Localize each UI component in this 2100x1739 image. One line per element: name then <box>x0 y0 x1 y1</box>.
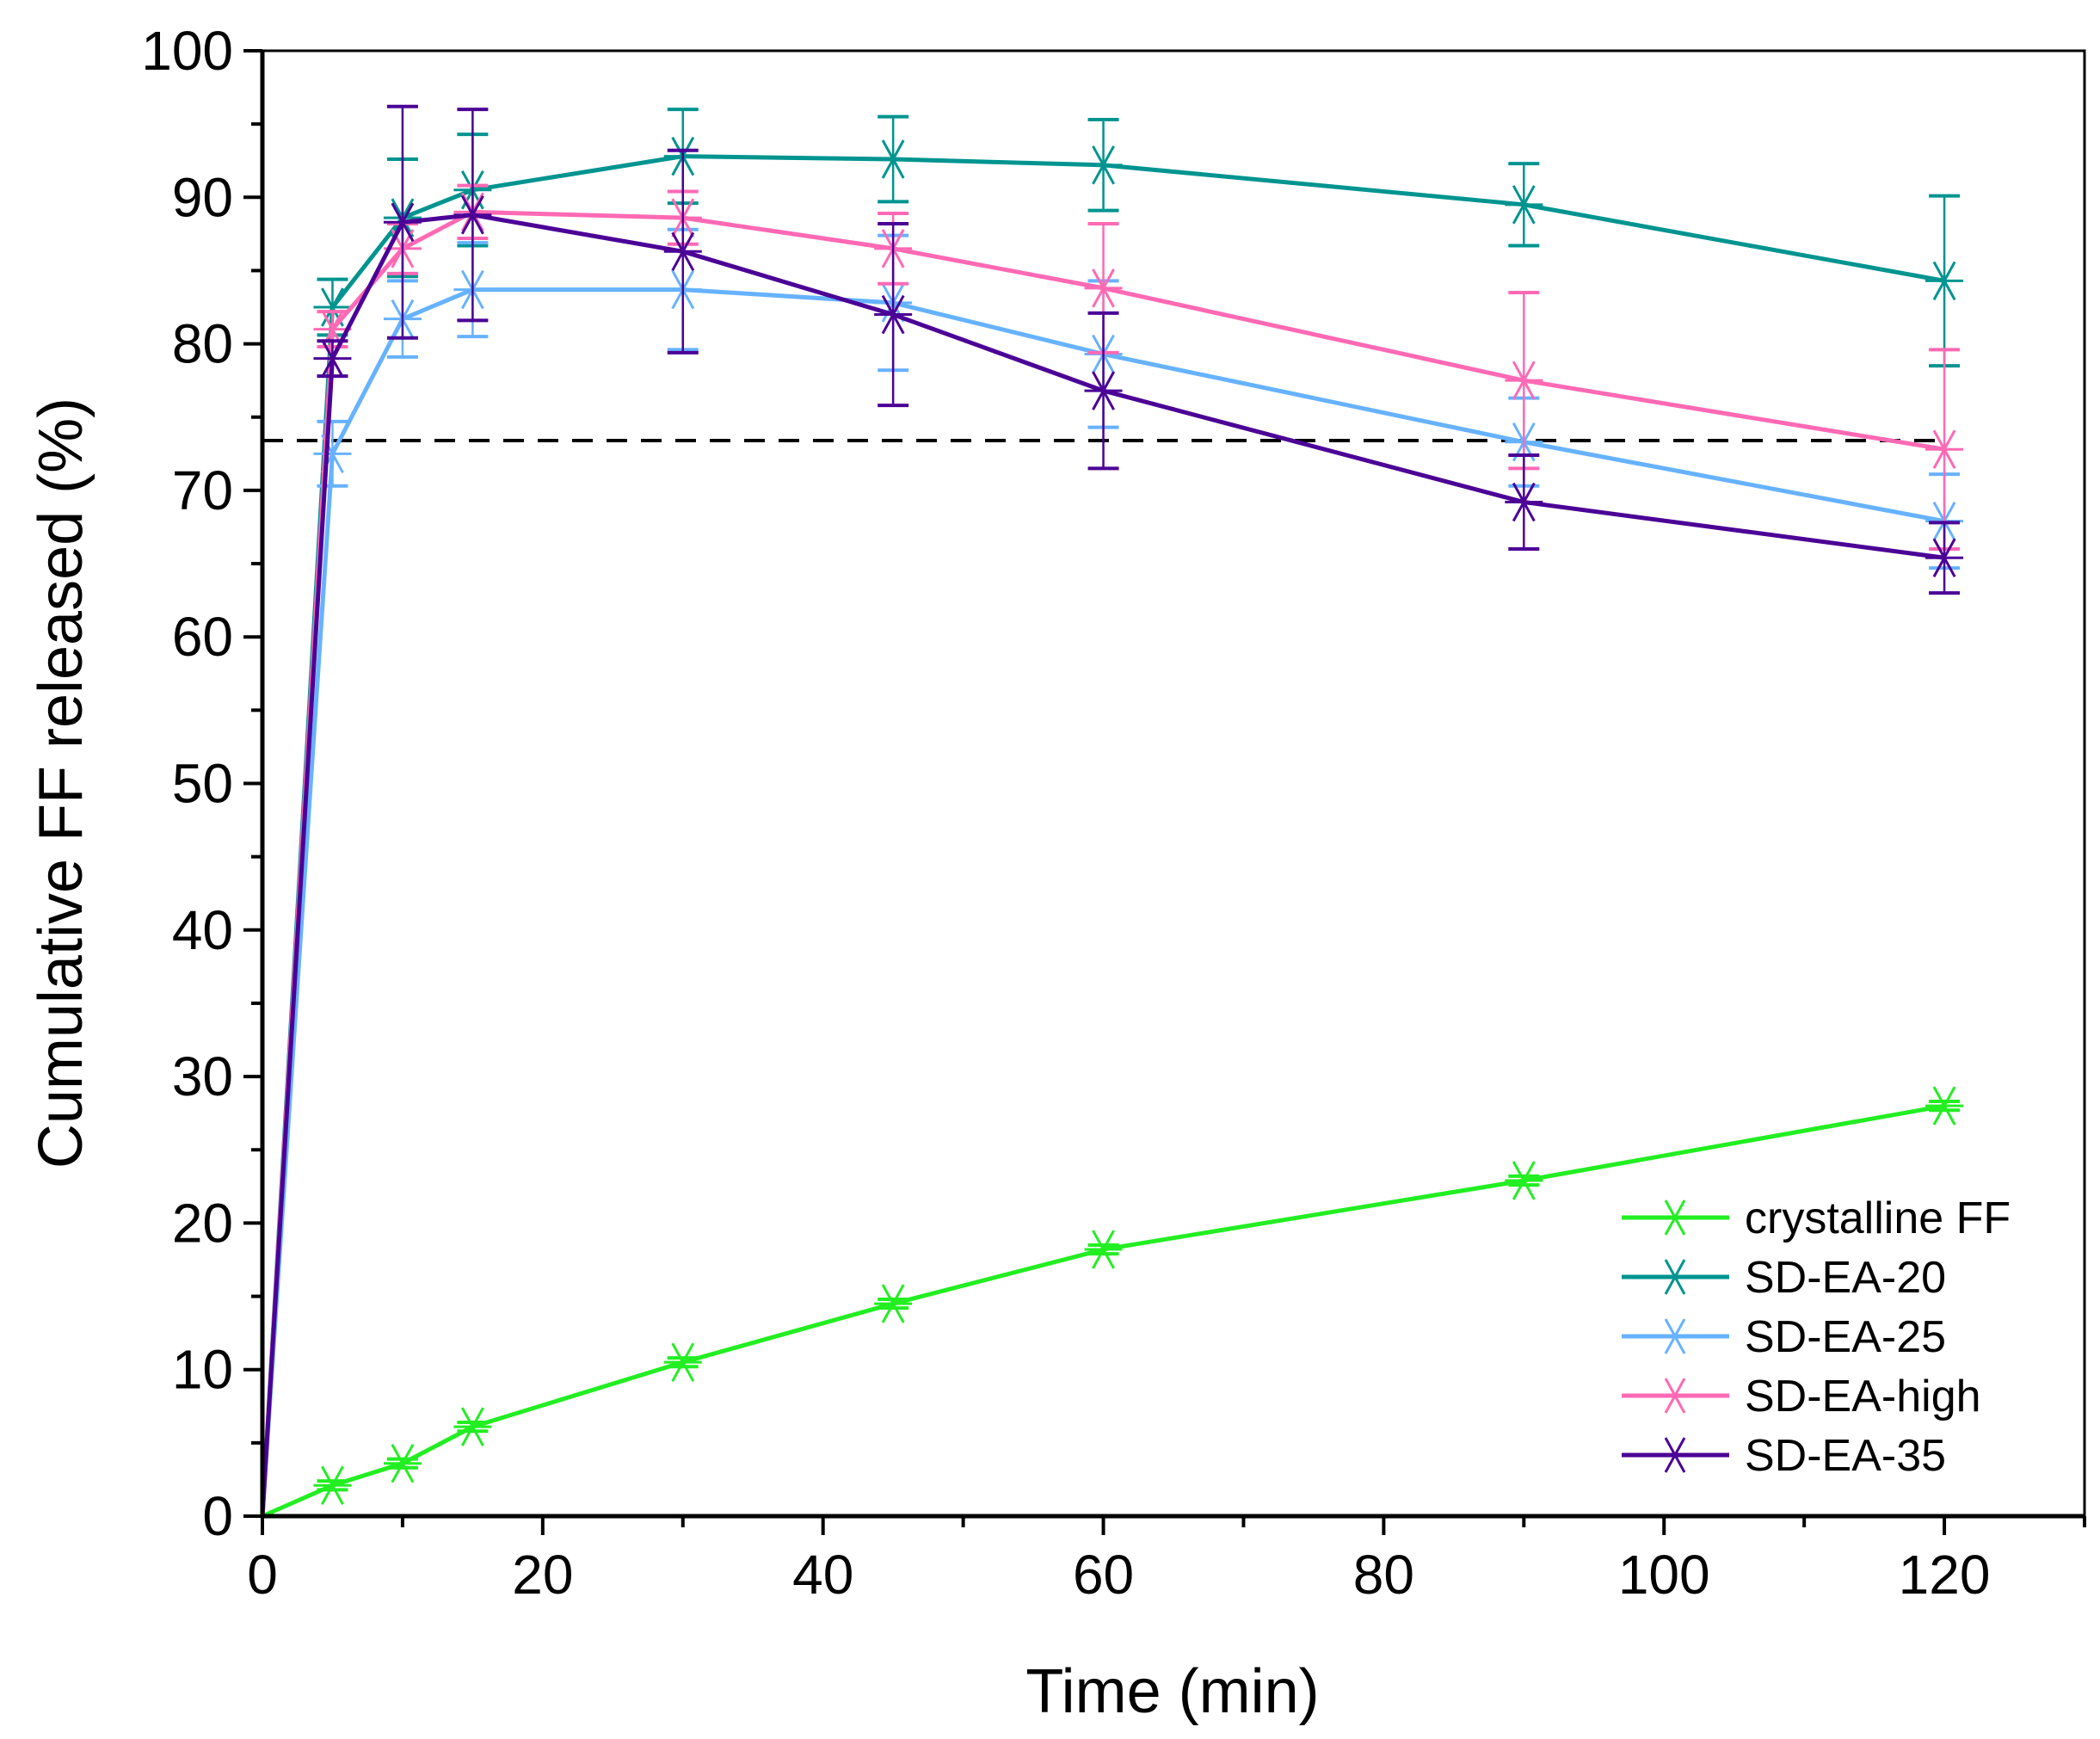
marker-stroke <box>1664 1259 1686 1295</box>
series-sd-ea-25 <box>260 227 1964 1517</box>
y-tick-label: 30 <box>172 1045 233 1107</box>
y-tick-label: 50 <box>172 753 233 815</box>
legend-label: crystalline FF <box>1745 1193 2011 1243</box>
marker-stroke <box>321 287 344 327</box>
x-tick-label: 120 <box>1899 1544 1991 1606</box>
marker-stroke <box>460 195 484 235</box>
legend-marker <box>1658 1199 1692 1236</box>
marker-stroke <box>1092 268 1115 308</box>
data-point <box>663 231 702 272</box>
data-point <box>1505 361 1543 400</box>
data-point <box>313 1465 352 1505</box>
x-tick-label: 100 <box>1618 1544 1710 1606</box>
marker-stroke <box>460 1407 484 1446</box>
data-point <box>874 139 913 179</box>
data-point <box>1084 1230 1123 1269</box>
marker-stroke <box>391 202 415 242</box>
y-tick-label: 90 <box>172 166 233 228</box>
data-point <box>453 195 492 235</box>
y-tick-label: 80 <box>172 313 233 375</box>
data-point <box>1084 371 1123 410</box>
data-point <box>383 202 422 242</box>
legend-marker <box>1658 1378 1692 1414</box>
x-tick-label: 0 <box>247 1544 278 1606</box>
marker-stroke <box>1512 1161 1536 1200</box>
x-tick-label: 60 <box>1073 1544 1134 1606</box>
x-tick-label: 20 <box>512 1544 573 1606</box>
data-point <box>1084 145 1123 185</box>
marker-stroke <box>1664 1318 1686 1354</box>
series-line <box>260 287 1945 1517</box>
marker-stroke <box>1932 1086 1956 1125</box>
marker-stroke <box>1512 482 1536 522</box>
data-point <box>1925 1086 1964 1125</box>
marker-stroke <box>671 231 695 272</box>
data-point <box>1925 429 1964 469</box>
x-axis-label: Time (min) <box>1025 1657 1319 1726</box>
marker-stroke <box>671 1342 695 1382</box>
legend-marker <box>1658 1259 1692 1295</box>
marker-stroke <box>1932 538 1956 577</box>
marker-stroke <box>881 139 905 179</box>
y-tick-label: 0 <box>202 1485 233 1547</box>
data-point <box>663 1342 702 1382</box>
data-point <box>874 1284 913 1323</box>
x-tick-label: 80 <box>1353 1544 1414 1606</box>
series-sd-ea-20 <box>260 108 1964 1517</box>
y-tick-label: 100 <box>141 20 233 82</box>
legend-label: SD-EA-high <box>1745 1372 1981 1421</box>
legend-marker <box>1658 1437 1692 1473</box>
marker-stroke <box>391 1443 415 1483</box>
legend: crystalline FF SD-EA-20 SD-EA-25 SD-EA-high… <box>1622 1193 2011 1481</box>
marker-stroke <box>1092 1230 1115 1269</box>
legend-label: SD-EA-25 <box>1745 1312 1946 1362</box>
y-axis-label: Cumulative FF released (%) <box>27 398 95 1169</box>
data-point <box>1925 261 1964 301</box>
data-point <box>1505 1161 1543 1200</box>
data-point <box>874 294 913 335</box>
marker-stroke <box>1932 261 1956 301</box>
y-tick-label: 60 <box>172 606 233 668</box>
marker-stroke <box>1092 145 1115 185</box>
data-point <box>1925 538 1964 577</box>
legend-marker <box>1658 1318 1692 1354</box>
y-tick-label: 40 <box>172 899 233 961</box>
data-point <box>1505 482 1543 522</box>
marker-stroke <box>1092 371 1115 410</box>
marker-stroke <box>321 1465 344 1505</box>
marker-stroke <box>881 294 905 335</box>
marker-stroke <box>1512 185 1536 225</box>
marker-stroke <box>1932 429 1956 469</box>
data-point <box>1084 268 1123 308</box>
data-point <box>453 1407 492 1446</box>
legend-label: SD-EA-20 <box>1745 1253 1946 1303</box>
plot-marks <box>260 104 1964 1519</box>
series-sd-ea-high <box>260 183 1964 1517</box>
marker-stroke <box>1664 1437 1686 1473</box>
y-tick-label: 20 <box>172 1192 233 1254</box>
data-point <box>313 338 352 379</box>
axes: 0 20 40 60 80 100 120 0 10 20 30 40 50 60 70 80 90 100 <box>141 20 2086 1606</box>
marker-stroke <box>881 1284 905 1323</box>
marker-stroke <box>1512 361 1536 400</box>
marker-stroke <box>321 338 344 379</box>
data-point <box>383 1443 422 1483</box>
legend-label: SD-EA-35 <box>1745 1431 1946 1481</box>
marker-stroke <box>1664 1378 1686 1414</box>
y-tick-label: 10 <box>172 1339 233 1401</box>
series-crystalline-ff <box>261 1086 1964 1519</box>
x-tick-label: 40 <box>792 1544 853 1606</box>
marker-stroke <box>1664 1199 1686 1236</box>
series-sd-ea-35 <box>260 104 1964 1517</box>
y-tick-label: 70 <box>172 459 233 521</box>
data-point <box>1505 185 1543 225</box>
